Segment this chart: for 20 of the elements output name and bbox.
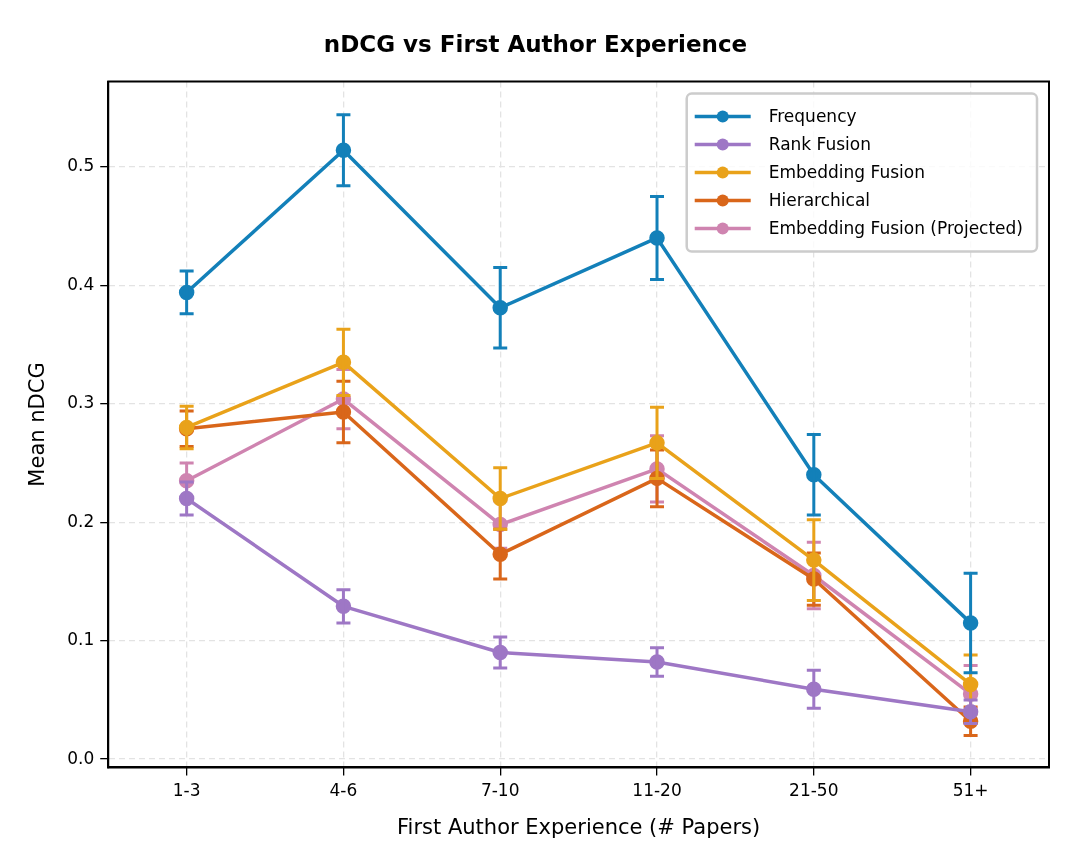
legend-label: Embedding Fusion <box>768 162 925 183</box>
legend-label: Embedding Fusion (Projected) <box>768 218 1024 239</box>
y-tick-label: 0.0 <box>67 747 95 768</box>
x-axis-title: First Author Experience (# Papers) <box>397 814 761 839</box>
y-tick-label: 0.3 <box>67 392 95 413</box>
y-tick-label: 0.4 <box>67 273 95 294</box>
y-tick-label: 0.5 <box>67 155 95 176</box>
y-axis-title: Mean nDCG <box>25 362 50 487</box>
x-tick-label: 21-50 <box>789 780 839 801</box>
legend-label: Rank Fusion <box>768 134 871 155</box>
chart-title: nDCG vs First Author Experience <box>323 30 748 57</box>
x-tick-label: 4-6 <box>329 780 358 801</box>
y-tick-label: 0.2 <box>67 510 95 531</box>
x-tick-label: 1-3 <box>172 780 201 801</box>
y-tick-label: 0.1 <box>67 629 95 650</box>
x-tick-label: 51+ <box>952 780 989 801</box>
legend-label: Frequency <box>768 106 857 127</box>
x-tick-label: 11-20 <box>632 780 682 801</box>
legend-label: Hierarchical <box>768 190 871 211</box>
x-tick-label: 7-10 <box>480 780 520 801</box>
